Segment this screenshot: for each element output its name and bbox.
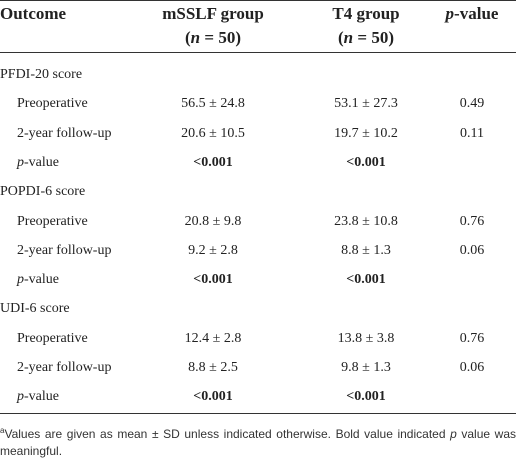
text-segment: p — [17, 389, 24, 405]
text-segment: p — [17, 154, 24, 170]
row-label: 2-year follow-up — [17, 125, 111, 143]
row-value: <0.001 — [346, 389, 386, 405]
row-value: 19.7 ± 10.2 — [334, 125, 398, 141]
text-segment: Preoperative — [17, 96, 88, 112]
section-title: PFDI-20 score — [0, 67, 83, 82]
text-segment: ( — [338, 28, 344, 47]
row-value: 56.5 ± 24.8 — [181, 96, 245, 112]
header-group-name: mSSLF group — [162, 4, 264, 23]
row-label: p-value — [17, 271, 59, 289]
text-segment: p — [17, 272, 24, 288]
row-value: 0.06 — [459, 242, 485, 258]
top-rule — [0, 0, 516, 1]
row-value: 20.8 ± 9.8 — [184, 213, 242, 229]
text-segment: value was meaningful. — [0, 427, 516, 458]
row-value: 23.8 ± 10.8 — [334, 213, 398, 229]
header-group-name: T4 group — [332, 4, 400, 23]
row-label: 2-year follow-up — [17, 359, 111, 377]
text-segment: -value — [24, 154, 59, 170]
text-segment: = 50) — [200, 28, 241, 47]
row-value: 0.76 — [459, 213, 485, 229]
row-label: 2-year follow-up — [17, 242, 111, 260]
row-label: Preoperative — [17, 95, 88, 113]
row-value: 53.1 ± 27.3 — [334, 96, 398, 112]
header-rule — [0, 52, 516, 53]
row-value: 9.8 ± 1.3 — [341, 360, 391, 375]
text-segment: -value — [24, 272, 59, 288]
row-label: p-value — [17, 388, 59, 406]
text-segment: p — [450, 427, 457, 441]
text-segment: 2-year follow-up — [17, 360, 112, 375]
row-value: 0.76 — [459, 330, 485, 346]
header-group-n: (n = 50) — [338, 28, 394, 48]
row-label: p-value — [17, 154, 59, 172]
section-title: UDI-6 score — [0, 301, 70, 317]
row-value: <0.001 — [193, 154, 233, 170]
header-group-n: (n = 50) — [185, 28, 241, 48]
text-segment: -value — [454, 4, 499, 23]
row-value: 20.6 ± 10.5 — [181, 125, 245, 141]
text-segment: 2-year follow-up — [17, 242, 112, 258]
row-value: 0.06 — [459, 360, 485, 375]
row-value: <0.001 — [193, 389, 233, 405]
row-value: 13.8 ± 3.8 — [337, 330, 395, 346]
row-value: 9.2 ± 2.8 — [188, 242, 238, 258]
text-segment: a — [0, 426, 5, 435]
row-value: <0.001 — [346, 154, 386, 170]
text-segment: p — [445, 4, 455, 23]
row-value: 8.8 ± 1.3 — [341, 242, 391, 258]
header-p-value: p-value — [446, 4, 499, 24]
row-label: Preoperative — [17, 213, 88, 231]
row-value: 12.4 ± 2.8 — [184, 330, 242, 346]
text-segment: Preoperative — [17, 330, 88, 346]
text-segment: -value — [24, 389, 59, 405]
header-outcome: Outcome — [0, 4, 67, 23]
text-segment: n — [343, 28, 354, 47]
bottom-rule — [0, 413, 516, 414]
text-segment: Preoperative — [17, 213, 88, 229]
text-segment: ( — [185, 28, 191, 47]
row-value: 0.49 — [459, 96, 485, 112]
row-value: <0.001 — [193, 272, 233, 288]
text-segment: Values are given as mean ± SD unless ind… — [4, 427, 451, 441]
row-value: 8.8 ± 2.5 — [188, 360, 238, 375]
text-segment: 2-year follow-up — [17, 125, 112, 141]
text-segment: n — [190, 28, 201, 47]
row-label: Preoperative — [17, 330, 88, 348]
section-title: POPDI-6 score — [0, 184, 86, 200]
row-value: <0.001 — [346, 272, 386, 288]
footnote: aValues are given as mean ± SD unless in… — [0, 422, 516, 460]
row-value: 0.11 — [460, 125, 484, 141]
text-segment: = 50) — [353, 28, 394, 47]
